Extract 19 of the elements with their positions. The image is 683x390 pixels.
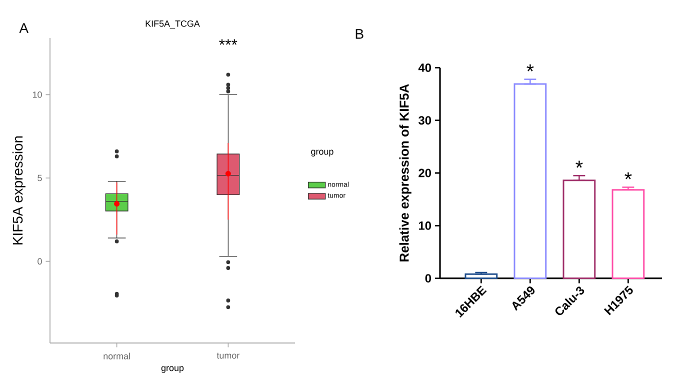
annotation: ***	[219, 39, 238, 45]
y-tick-label: 10	[418, 221, 432, 230]
x-axis-title: group	[161, 366, 184, 373]
y-axis-title: Relative expression of KIF5A	[399, 84, 412, 262]
text: A	[19, 23, 28, 33]
annotation: *	[526, 64, 534, 72]
annotation: *	[624, 172, 632, 180]
y-tick-label: 40	[418, 63, 432, 72]
text: B	[356, 29, 364, 39]
y-tick-label: 5	[38, 174, 42, 182]
y-tick-label: 0	[38, 258, 42, 265]
y-tick-label: 0	[425, 274, 432, 283]
annotation: *	[576, 160, 583, 168]
y-tick-label: 30	[418, 116, 432, 125]
y-axis-title: KIF5A expression	[12, 136, 26, 244]
chart-title: KIF5A_TCGA	[146, 20, 200, 28]
y-tick-label: 10	[32, 91, 42, 98]
legend-title: group	[311, 150, 334, 156]
y-tick-label: 20	[418, 168, 432, 178]
